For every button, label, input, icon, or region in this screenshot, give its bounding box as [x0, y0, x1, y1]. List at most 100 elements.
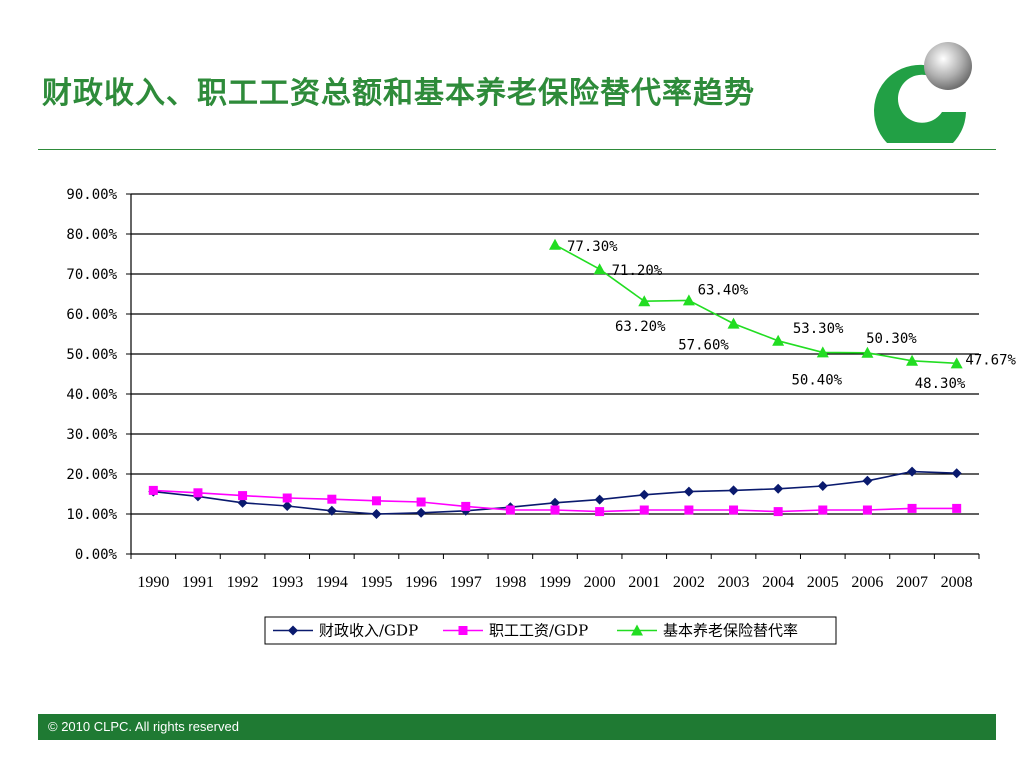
- y-tick-label: 60.00%: [66, 307, 117, 323]
- legend-item: 财政收入/GDP: [273, 622, 418, 640]
- data-point: [907, 503, 917, 513]
- data-point: [193, 488, 203, 498]
- data-point: [683, 486, 694, 497]
- x-tick-label: 1996: [405, 574, 437, 591]
- footer-bar: © 2010 CLPC. All rights reserved: [38, 714, 996, 740]
- data-point: [550, 505, 560, 515]
- y-tick-label: 80.00%: [66, 227, 117, 243]
- y-tick-label: 90.00%: [66, 187, 117, 203]
- data-point: [639, 489, 650, 500]
- legend-item: 基本养老保险替代率: [617, 622, 798, 640]
- data-point: [861, 346, 874, 358]
- footer-copyright: © 2010 CLPC. All rights reserved: [48, 719, 239, 734]
- data-point: [817, 481, 828, 491]
- data-point: [728, 485, 739, 496]
- legend-label: 职工工资/GDP: [489, 622, 588, 640]
- series: [148, 485, 962, 517]
- data-label: 57.60%: [678, 338, 729, 354]
- x-tick-label: 2008: [941, 574, 973, 591]
- data-point: [148, 485, 158, 495]
- x-tick-label: 1998: [494, 574, 526, 591]
- legend-label: 财政收入/GDP: [319, 622, 418, 640]
- data-point: [594, 494, 605, 505]
- data-point: [282, 493, 292, 503]
- y-tick-label: 30.00%: [66, 427, 117, 443]
- data-label: 53.30%: [793, 321, 844, 337]
- x-tick-label: 1990: [137, 574, 169, 591]
- y-tick-label: 70.00%: [66, 267, 117, 283]
- data-point: [950, 357, 963, 369]
- data-point: [773, 483, 784, 494]
- data-point: [593, 263, 606, 275]
- x-tick-label: 1993: [271, 574, 303, 591]
- series: [549, 238, 963, 369]
- legend-label: 基本养老保险替代率: [663, 622, 798, 640]
- data-point: [549, 238, 561, 250]
- x-tick-label: 2003: [718, 574, 750, 591]
- y-tick-label: 50.00%: [66, 347, 117, 363]
- data-point: [550, 497, 560, 508]
- data-point: [639, 505, 649, 515]
- x-tick-label: 2000: [584, 574, 616, 591]
- data-point: [237, 497, 248, 508]
- y-tick-label: 0.00%: [75, 547, 118, 563]
- data-label: 71.20%: [612, 263, 663, 279]
- data-point: [631, 624, 643, 636]
- data-point: [505, 505, 515, 515]
- data-point: [458, 626, 468, 635]
- x-tick-label: 1999: [539, 574, 571, 591]
- data-point: [816, 346, 829, 358]
- line-chart: 0.00% 10.00% 20.00% 30.00% 40.00% 50.00% 60.00…: [66, 187, 1017, 645]
- data-point: [684, 505, 694, 515]
- x-tick-label: 1995: [360, 574, 392, 591]
- data-point: [862, 475, 873, 486]
- data-point: [773, 507, 783, 517]
- data-point: [288, 625, 298, 636]
- data-label: 63.20%: [615, 319, 666, 335]
- company-logo-icon: [874, 42, 972, 143]
- data-point: [461, 501, 471, 511]
- data-point: [638, 295, 651, 307]
- data-point: [327, 494, 337, 504]
- x-tick-label: 2005: [807, 574, 839, 591]
- x-tick-label: 2004: [762, 574, 794, 591]
- data-point: [238, 491, 248, 501]
- data-point: [729, 505, 739, 515]
- legend-item: 职工工资/GDP: [443, 622, 588, 640]
- data-point: [952, 503, 962, 513]
- y-tick-label: 10.00%: [66, 507, 117, 523]
- x-tick-label: 1992: [227, 574, 259, 591]
- title-divider: [38, 149, 996, 150]
- data-point: [772, 334, 785, 346]
- data-point: [906, 354, 919, 366]
- data-point: [326, 505, 337, 516]
- data-point: [371, 496, 381, 506]
- data-point: [682, 294, 695, 306]
- data-point: [282, 501, 293, 511]
- data-point: [416, 507, 427, 518]
- series-line: [554, 244, 957, 365]
- x-tick-label: 2006: [851, 574, 883, 591]
- data-point: [862, 505, 872, 515]
- data-label: 47.67%: [965, 352, 1016, 368]
- x-tick-label: 2001: [628, 574, 660, 591]
- x-tick-label: 2007: [896, 574, 928, 591]
- legend-box: [264, 616, 837, 645]
- data-label: 48.30%: [915, 376, 966, 392]
- x-tick-label: 1994: [316, 574, 348, 591]
- x-tick-label: 1991: [182, 574, 214, 591]
- x-tick-label: 1997: [450, 574, 482, 591]
- data-point: [727, 317, 740, 329]
- data-point: [595, 507, 605, 517]
- page-title: 财政收入、职工工资总额和基本养老保险替代率趋势: [42, 76, 755, 111]
- data-label: 77.30%: [567, 239, 618, 255]
- y-tick-label: 20.00%: [66, 467, 117, 483]
- data-label: 50.40%: [792, 372, 843, 388]
- x-tick-label: 2002: [673, 574, 705, 591]
- data-point: [951, 468, 962, 479]
- data-point: [416, 497, 426, 507]
- data-point: [907, 466, 918, 477]
- data-point: [371, 509, 382, 519]
- series: [148, 466, 962, 519]
- y-tick-label: 40.00%: [66, 387, 117, 403]
